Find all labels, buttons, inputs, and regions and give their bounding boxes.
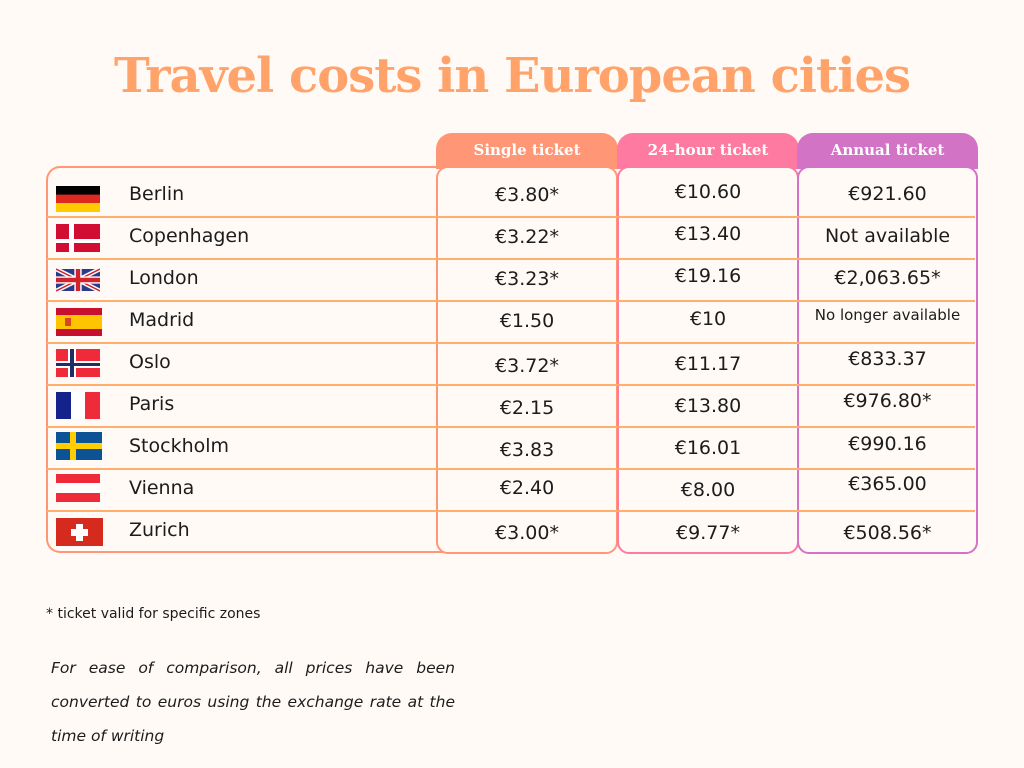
exchange-rate-note: For ease of comparison, all prices have …: [51, 659, 455, 745]
day-ticket-price: €10: [689, 308, 727, 330]
day-ticket-price: €11.17: [674, 353, 742, 375]
annual-ticket-price: €976.80*: [843, 390, 932, 412]
annual-ticket-price: €2,063.65*: [834, 267, 941, 289]
annual-ticket-price: €833.37: [848, 348, 927, 370]
row-divider: [47, 216, 975, 218]
column-body-24h: [617, 166, 799, 554]
austria-flag-icon: [56, 474, 100, 502]
day-ticket-price: €16.01: [674, 437, 742, 459]
city-name: Paris: [129, 393, 175, 415]
switzerland-flag-icon: [56, 518, 103, 546]
day-ticket-price: €13.40: [674, 223, 742, 245]
germany-flag-icon: [56, 186, 100, 214]
column-single: Single ticket: [436, 133, 618, 554]
city-name: Madrid: [129, 309, 195, 331]
single-ticket-price: €3.23*: [495, 268, 559, 290]
denmark-flag-icon: [56, 224, 100, 252]
column-body-annual: [797, 166, 978, 554]
annual-ticket-price: €921.60: [848, 183, 927, 205]
annual-ticket-price: Not available: [824, 225, 951, 247]
day-ticket-price: €10.60: [674, 181, 742, 203]
annual-ticket-price: No longer available: [814, 306, 961, 324]
column-header-single: Single ticket: [436, 133, 618, 169]
single-ticket-price: €2.15: [499, 397, 555, 419]
row-divider: [47, 510, 975, 512]
city-name: London: [129, 267, 199, 289]
day-ticket-price: €13.80: [674, 395, 742, 417]
spain-flag-icon: [56, 308, 102, 336]
page-title: Travel costs in European cities: [113, 48, 911, 104]
city-name: Oslo: [129, 351, 171, 373]
annual-ticket-price: €508.56*: [843, 522, 932, 544]
city-name: Zurich: [129, 519, 190, 541]
column-annual: Annual ticket: [797, 133, 978, 554]
single-ticket-price: €3.83: [499, 439, 555, 461]
single-ticket-price: €2.40: [499, 477, 555, 499]
city-panel: [46, 166, 446, 553]
column-24h: 24-hour ticket: [617, 133, 799, 554]
row-divider: [47, 426, 975, 428]
uk-flag-icon: [56, 267, 100, 295]
row-divider: [47, 342, 975, 344]
row-divider: [47, 300, 975, 302]
single-ticket-price: €1.50: [499, 310, 555, 332]
row-divider: [47, 258, 975, 260]
annual-ticket-price: €365.00: [848, 473, 927, 495]
column-header-24h: 24-hour ticket: [617, 133, 799, 169]
day-ticket-price: €9.77*: [676, 522, 740, 544]
city-name: Copenhagen: [129, 225, 250, 247]
row-divider: [47, 468, 975, 470]
day-ticket-price: €8.00: [680, 479, 736, 501]
city-name: Stockholm: [129, 435, 230, 457]
day-ticket-price: €19.16: [674, 265, 742, 287]
city-name: Vienna: [129, 477, 195, 499]
norway-flag-icon: [56, 349, 100, 377]
single-ticket-price: €3.72*: [495, 355, 559, 377]
france-flag-icon: [56, 392, 100, 420]
single-ticket-price: €3.80*: [495, 184, 559, 206]
city-name: Berlin: [129, 183, 185, 205]
single-ticket-price: €3.22*: [495, 226, 559, 248]
column-header-annual: Annual ticket: [797, 133, 978, 169]
annual-ticket-price: €990.16: [848, 433, 927, 455]
row-divider: [47, 384, 975, 386]
footnote: * ticket valid for specific zones: [46, 606, 261, 622]
single-ticket-price: €3.00*: [495, 522, 559, 544]
sweden-flag-icon: [56, 432, 102, 460]
